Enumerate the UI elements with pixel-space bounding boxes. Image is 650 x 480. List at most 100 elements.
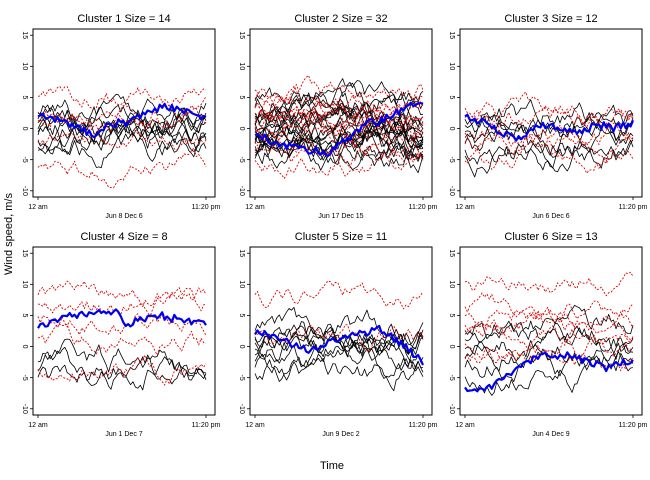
y-tick-label: 15 bbox=[238, 249, 245, 257]
x-tick-label-start: 12 am bbox=[28, 204, 48, 211]
y-tick-label: -10 bbox=[238, 404, 245, 414]
red-series bbox=[254, 280, 424, 310]
y-tick-label: 10 bbox=[238, 280, 245, 288]
y-tick-label: -5 bbox=[21, 375, 28, 381]
black-series bbox=[254, 87, 424, 131]
x-tick-label-end: 11:20 pm bbox=[192, 204, 221, 211]
red-series bbox=[37, 280, 207, 308]
plot-frame bbox=[249, 246, 433, 416]
x-tick-label-end: 11:20 pm bbox=[619, 204, 648, 211]
red-series bbox=[254, 74, 424, 108]
series-group bbox=[37, 280, 207, 391]
panel-5: Cluster 5 Size = 11 15 10 5 0 -5 -10 12 am 11:20… bbox=[238, 231, 437, 438]
date-label: Jun 6 Dec 6 bbox=[532, 213, 569, 220]
black-series bbox=[464, 304, 634, 340]
y-tick-label: 0 bbox=[448, 127, 455, 131]
red-series bbox=[464, 91, 634, 128]
y-tick-label: -5 bbox=[21, 157, 28, 163]
cluster-mean-series bbox=[254, 324, 425, 366]
red-series bbox=[464, 140, 634, 174]
x-tick-label-start: 12 am bbox=[455, 204, 475, 211]
red-series bbox=[37, 323, 207, 356]
red-series bbox=[464, 338, 634, 363]
plot-frame bbox=[249, 28, 433, 198]
cluster-mean-series bbox=[464, 351, 634, 393]
red-series bbox=[464, 130, 634, 162]
date-label: Jun 4 Dec 9 bbox=[532, 431, 569, 438]
panel-4: Cluster 4 Size = 8 15 10 5 0 -5 -10 12 am 11:20 … bbox=[21, 231, 220, 438]
cluster-mean-series bbox=[37, 308, 207, 329]
series-group bbox=[464, 91, 635, 178]
y-tick-label: 10 bbox=[448, 280, 455, 288]
cluster-mean-series bbox=[37, 102, 207, 139]
series-group bbox=[254, 280, 425, 392]
red-series bbox=[37, 312, 207, 336]
black-series bbox=[254, 137, 424, 174]
x-tick-label-end: 11:20 pm bbox=[192, 422, 221, 429]
red-series bbox=[37, 287, 207, 318]
black-series bbox=[464, 342, 634, 383]
red-series bbox=[464, 271, 634, 297]
plot-frame bbox=[32, 28, 216, 198]
cluster-mean-series bbox=[254, 101, 424, 158]
panel-title: Cluster 3 Size = 12 bbox=[504, 13, 597, 25]
black-series bbox=[254, 102, 424, 146]
y-tick-label: 0 bbox=[21, 345, 28, 349]
y-tick-label: 15 bbox=[21, 249, 28, 257]
x-tick-label-start: 12 am bbox=[245, 422, 265, 429]
red-series bbox=[254, 136, 424, 169]
black-series bbox=[254, 356, 424, 382]
y-tick-label: 15 bbox=[21, 31, 28, 39]
panel-title: Cluster 4 Size = 8 bbox=[80, 231, 167, 243]
black-series bbox=[254, 112, 424, 150]
x-tick-label-end: 11:20 pm bbox=[619, 422, 648, 429]
x-axis-label: Time bbox=[320, 460, 344, 472]
panel-3: Cluster 3 Size = 12 15 10 5 0 -5 -10 12 am 11:20… bbox=[448, 13, 647, 220]
panel-title: Cluster 1 Size = 14 bbox=[77, 13, 170, 25]
date-label: Jun 8 Dec 6 bbox=[105, 213, 142, 220]
y-tick-label: 15 bbox=[238, 31, 245, 39]
y-tick-label: -10 bbox=[21, 404, 28, 414]
black-series bbox=[37, 115, 207, 147]
x-tick-label-start: 12 am bbox=[245, 204, 265, 211]
red-series bbox=[254, 130, 424, 159]
y-tick-label: -10 bbox=[448, 186, 455, 196]
date-label: Jun 1 Dec 7 bbox=[105, 431, 142, 438]
red-series bbox=[254, 109, 424, 137]
plot-frame bbox=[459, 246, 643, 416]
black-series bbox=[37, 122, 207, 152]
y-tick-label: 10 bbox=[21, 280, 28, 288]
panel-2: Cluster 2 Size = 32 15 10 5 0 -5 -10 12 am 11:20… bbox=[238, 13, 437, 220]
black-series bbox=[37, 356, 207, 390]
y-tick-label: 5 bbox=[448, 95, 455, 99]
red-series bbox=[464, 310, 634, 334]
panel-6: Cluster 6 Size = 13 15 10 5 0 -5 -10 12 am 11:20… bbox=[448, 231, 647, 438]
y-tick-label: -5 bbox=[448, 157, 455, 163]
panel-1: Cluster 1 Size = 14 15 10 5 0 -5 -10 12 am 11:20… bbox=[21, 13, 220, 220]
black-series bbox=[464, 139, 634, 169]
y-axis-label: Wind speed, m/s bbox=[3, 193, 15, 275]
red-series bbox=[254, 324, 424, 352]
black-series bbox=[254, 120, 424, 157]
series-group bbox=[37, 86, 207, 189]
y-tick-label: 10 bbox=[448, 62, 455, 70]
cluster-mean-series bbox=[464, 113, 635, 142]
red-series bbox=[464, 319, 634, 350]
x-tick-label-start: 12 am bbox=[455, 422, 475, 429]
y-tick-label: 5 bbox=[238, 313, 245, 317]
panel-title: Cluster 2 Size = 32 bbox=[294, 13, 387, 25]
y-tick-label: -5 bbox=[238, 375, 245, 381]
plot-frame bbox=[32, 246, 216, 416]
black-series bbox=[254, 338, 424, 392]
red-series bbox=[37, 354, 207, 386]
black-series bbox=[464, 139, 634, 178]
y-tick-label: 0 bbox=[238, 127, 245, 131]
red-series bbox=[464, 105, 634, 128]
series-group bbox=[254, 74, 424, 179]
panel-title: Cluster 6 Size = 13 bbox=[504, 231, 597, 243]
y-tick-label: 0 bbox=[238, 345, 245, 349]
y-tick-label: 10 bbox=[238, 62, 245, 70]
black-series bbox=[37, 338, 207, 377]
black-series bbox=[37, 99, 207, 134]
